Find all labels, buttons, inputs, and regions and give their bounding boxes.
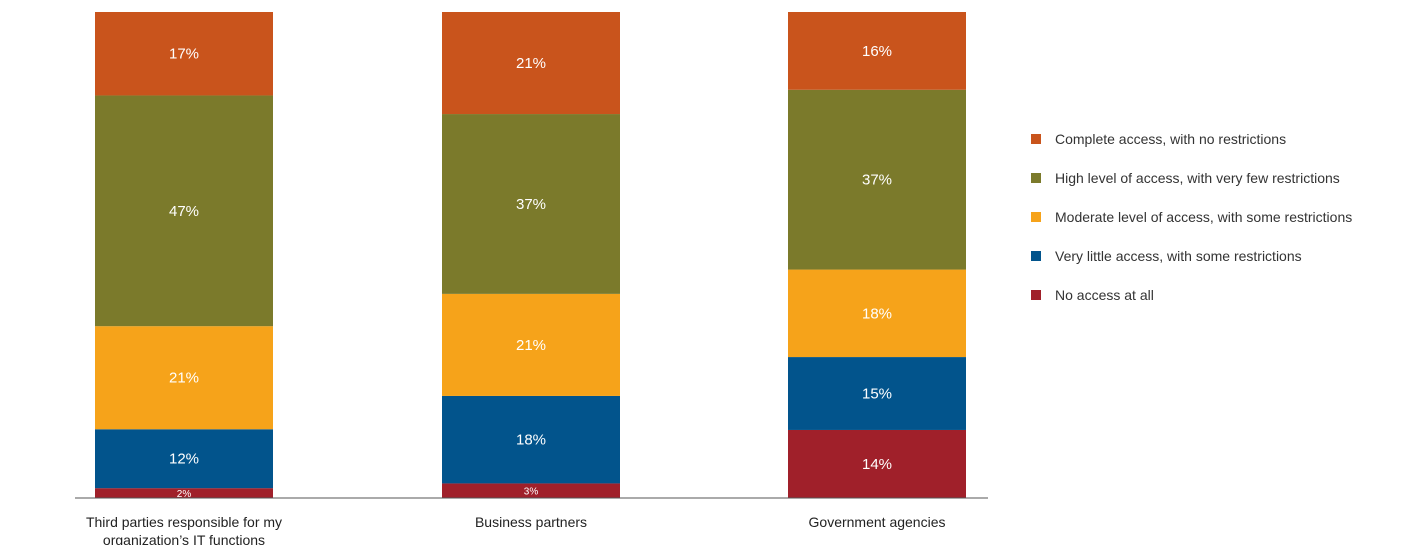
category-label: Third parties responsible for my organiza… [86, 514, 282, 545]
data-label: 21% [169, 370, 199, 387]
bar-segment [95, 326, 273, 430]
legend-label: No access at all [1055, 287, 1154, 303]
bar-segment [788, 429, 966, 498]
data-label: 37% [516, 196, 546, 213]
bar-segment [788, 357, 966, 430]
data-label: 21% [516, 337, 546, 354]
category-labels: Third parties responsible for my organiza… [86, 514, 946, 545]
bar-segment [788, 89, 966, 270]
data-label: 17% [169, 46, 199, 63]
data-label: 16% [862, 43, 892, 60]
data-label: 15% [862, 386, 892, 403]
legend-label: Moderate level of access, with some rest… [1055, 209, 1352, 225]
bar-segment [788, 12, 966, 90]
legend-swatch [1031, 173, 1041, 183]
bar-segment [95, 429, 273, 489]
data-label: 14% [862, 456, 892, 473]
legend-label: High level of access, with very few rest… [1055, 170, 1340, 186]
bar-segment [442, 395, 620, 484]
data-label: 18% [516, 432, 546, 449]
bar-segment [442, 12, 620, 115]
bars-group: 2% 12% 21% 47% 17% 3% 18% 21% 37% 21% 14% 15% 18% 37%… [95, 12, 966, 500]
bar-segment [95, 12, 273, 96]
bar-segment [95, 488, 273, 498]
legend-label: Complete access, with no restrictions [1055, 131, 1286, 147]
bar-segment [95, 95, 273, 327]
data-label: 37% [862, 172, 892, 189]
legend-swatch [1031, 134, 1041, 144]
data-label: 47% [169, 203, 199, 220]
bar-segment [442, 293, 620, 396]
category-label: Business partners [475, 514, 587, 530]
category-label: Government agencies [809, 514, 946, 530]
bar-segment [442, 483, 620, 498]
legend: Complete access, with no restrictions Hig… [1031, 131, 1352, 303]
data-label: 12% [169, 451, 199, 468]
data-label: 18% [862, 305, 892, 322]
data-label: 21% [516, 55, 546, 72]
legend-swatch [1031, 290, 1041, 300]
legend-label: Very little access, with some restrictio… [1055, 248, 1302, 264]
data-label: 3% [524, 487, 539, 498]
legend-swatch [1031, 212, 1041, 222]
data-label: 2% [177, 489, 192, 500]
bar-segment [788, 269, 966, 358]
legend-swatch [1031, 251, 1041, 261]
bar-segment [442, 114, 620, 294]
